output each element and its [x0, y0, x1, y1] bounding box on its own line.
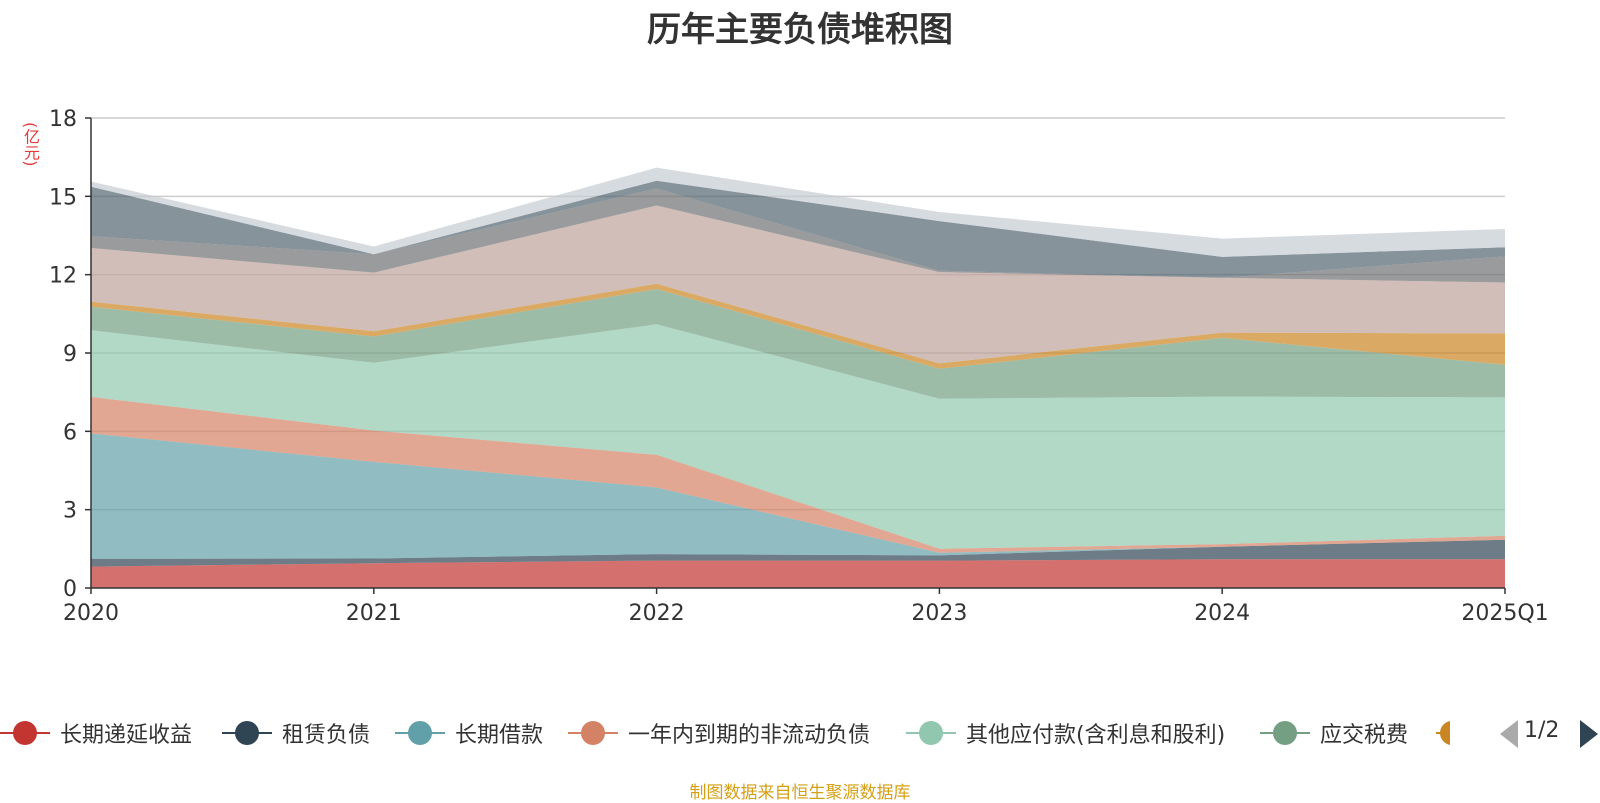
legend-marker-icon: [1260, 716, 1310, 750]
legend-item[interactable]: 应交税费: [1260, 716, 1408, 750]
area-series: [91, 205, 1505, 364]
area-series: [91, 167, 1505, 257]
data-source-note: 制图数据来自恒生聚源数据库: [689, 783, 911, 803]
legend-label: 应交税费: [1320, 723, 1409, 748]
y-tick-label: 6: [63, 420, 77, 445]
axes: 0 3 6 9 12 15 18 2020 2021 2022 2023 2024 2025Q1: [49, 107, 1549, 626]
area-series: [91, 433, 1505, 559]
y-tick-label: 18: [49, 107, 77, 132]
area-series: [91, 289, 1505, 399]
x-tick-label: 2021: [346, 601, 402, 626]
y-tick-label: 12: [49, 264, 77, 289]
legend-pager: 1/2: [1500, 716, 1600, 750]
legend-marker-icon: [0, 716, 50, 750]
legend-item[interactable]: 长期递延收益: [0, 716, 192, 750]
x-tick-label: 2023: [911, 601, 967, 626]
legend-marker-icon: [1436, 716, 1450, 750]
area-series: [91, 283, 1505, 369]
legend-item[interactable]: 租赁负债: [222, 716, 370, 750]
x-tick-label: 2020: [63, 601, 119, 626]
legend-label: 长期借款: [455, 723, 544, 748]
y-tick-label: 3: [63, 499, 77, 524]
legend-label: 长期递延收益: [60, 723, 193, 748]
y-tick-label: 0: [63, 577, 77, 602]
x-tick-label: 2025Q1: [1461, 601, 1548, 626]
legend-page-indicator: 1/2: [1524, 718, 1560, 743]
area-series: [91, 539, 1505, 567]
legend-label: 其他应付款(含利息和股利): [966, 723, 1226, 748]
legend-marker-icon: [395, 716, 445, 750]
area-series: [91, 559, 1505, 588]
y-tick-label: 9: [63, 342, 77, 367]
x-tick-label: 2024: [1194, 601, 1250, 626]
y-tick-label: 15: [49, 185, 77, 210]
legend-marker-icon: [906, 716, 956, 750]
legend-label: 租赁负债: [282, 723, 371, 748]
area-series: [91, 324, 1505, 549]
chart-title: 历年主要负债堆积图: [647, 10, 953, 50]
legend-item[interactable]: 一年内到期的非流动负债: [568, 716, 870, 750]
legend-prev-page-icon[interactable]: [1500, 720, 1518, 748]
legend-marker-icon: [222, 716, 272, 750]
area-series: [91, 167, 1505, 588]
legend-label: 一年内到期的非流动负债: [628, 723, 871, 748]
legend-item[interactable]: 长期借款: [395, 716, 543, 750]
legend-next-page-icon[interactable]: [1580, 720, 1598, 748]
y-axis-unit-label: (亿元): [21, 122, 40, 167]
x-tick-label: 2022: [629, 601, 685, 626]
area-series: [91, 180, 1505, 278]
area-series: [91, 188, 1505, 283]
legend-marker-icon: [568, 716, 618, 750]
legend: 长期递延收益 租赁负债 长期借款 一年内到期的非流动负债 其他应付款(含利息和股利) 应交…: [0, 716, 1600, 750]
legend-item[interactable]: 其他应付款(含利息和股利): [906, 716, 1225, 750]
